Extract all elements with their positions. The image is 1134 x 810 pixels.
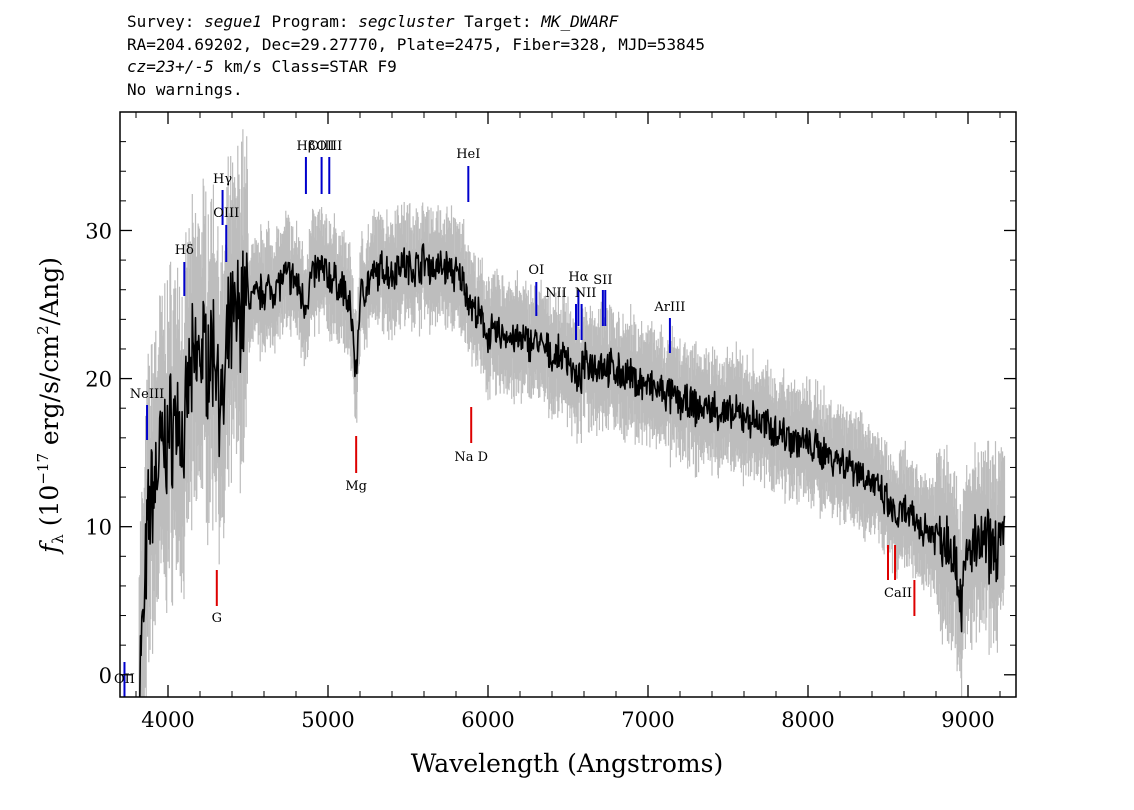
error-band: [138, 129, 1006, 697]
y-tick-label: 10: [85, 516, 112, 540]
spectrum-header: Survey: segue1 Program: segcluster Targe…: [127, 11, 705, 101]
line-label-oi: OI: [528, 263, 544, 278]
line-label-hα: Hα: [568, 270, 588, 285]
plot-frame: [119, 111, 1017, 698]
x-tick-label: 6000: [461, 708, 514, 732]
target-label: Target:: [454, 12, 542, 31]
line-label-mg: Mg: [345, 479, 367, 494]
x-tick-label: 9000: [941, 708, 994, 732]
line-label-oiii: OIII: [316, 139, 342, 154]
flux-line: [139, 243, 1006, 697]
x-tick-label: 5000: [301, 708, 354, 732]
line-label-oii: OII: [114, 672, 135, 687]
y-tick-label: 20: [85, 368, 112, 392]
class-text: km/s Class=STAR F9: [213, 57, 397, 76]
y-tick-label: 0: [99, 664, 112, 688]
axis-ticks: 4000 5000 6000 7000 8000 9000 0 10 20 30: [85, 112, 1016, 732]
line-label-g: G: [212, 611, 222, 626]
survey-value: segue1: [204, 12, 262, 31]
cz-value: cz=23+/-5: [127, 57, 214, 76]
line-label-nii: NII: [575, 286, 597, 301]
y-axis-label: fλ (10−17 erg/s/cm2/Ang): [34, 257, 67, 555]
x-tick-label: 7000: [621, 708, 674, 732]
line-label-hδ: Hδ: [175, 243, 194, 258]
line-label-nii: NII: [545, 286, 567, 301]
header-line-warnings: No warnings.: [127, 79, 243, 99]
program-label: Program:: [261, 12, 359, 31]
x-tick-label: 4000: [141, 708, 194, 732]
line-label-sii: SII: [593, 273, 612, 288]
line-label-oiii: OIII: [309, 139, 335, 154]
line-label-hβ: Hβ: [296, 139, 315, 154]
line-label-caii: CaII: [884, 586, 912, 601]
header-line-survey: Survey: segue1 Program: segcluster Targe…: [127, 11, 705, 34]
line-label-neiii: NeIII: [130, 387, 164, 402]
survey-label: Survey:: [127, 12, 205, 31]
x-axis-label: Wavelength (Angstroms): [411, 749, 723, 778]
header-line-coordinates: RA=204.69202, Dec=29.27770, Plate=2475, …: [127, 34, 705, 54]
error-band-layer: [138, 129, 1006, 697]
line-label-na-d: Na D: [454, 450, 488, 465]
line-label-oiii: OIII: [213, 206, 239, 221]
y-tick-label: 30: [85, 219, 112, 243]
spectral-line-markers: NeIIIHδHγOIIIHβOIIIOIIIHeIOINIIHαNIISIIA…: [114, 139, 916, 697]
line-label-hei: HeI: [456, 147, 480, 162]
target-value: MK_DWARF: [541, 12, 619, 31]
x-tick-label: 8000: [781, 708, 834, 732]
program-value: segcluster: [358, 12, 455, 31]
line-label-ariii: ArIII: [653, 300, 685, 315]
flux-layer: [139, 243, 1006, 697]
header-line-redshift: cz=23+/-5 km/s Class=STAR F9: [127, 56, 705, 79]
line-label-hγ: Hγ: [213, 172, 232, 187]
